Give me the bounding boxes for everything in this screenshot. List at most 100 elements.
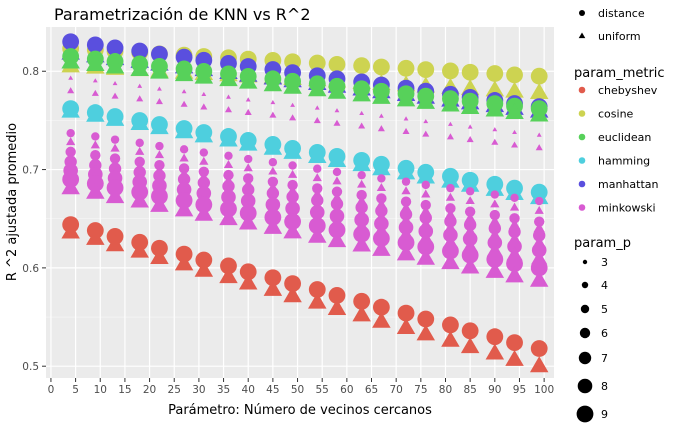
legend-color-key (578, 133, 586, 141)
y-tick-label: 0.6 (22, 263, 39, 275)
data-point (372, 58, 390, 76)
data-point (327, 82, 347, 99)
y-axis-label: R ^2 ajustada promedio (5, 123, 20, 281)
data-point (238, 134, 258, 151)
data-point (244, 108, 252, 115)
data-point (416, 324, 436, 341)
data-point (328, 221, 346, 239)
legend-color-key (578, 86, 586, 94)
data-point (201, 91, 207, 97)
data-point (61, 52, 80, 69)
data-point (244, 154, 253, 164)
data-point (135, 146, 145, 155)
series-minkowski-uniform-p9 (61, 178, 549, 287)
data-point (397, 304, 415, 322)
x-tick-label: 15 (118, 384, 131, 396)
data-point (396, 244, 416, 261)
data-point (529, 82, 549, 99)
data-point (223, 160, 234, 169)
data-point (485, 80, 505, 97)
x-tick-label: 55 (316, 384, 329, 396)
legend-label: 6 (601, 327, 608, 340)
data-point (529, 105, 549, 122)
x-tick-label: 10 (94, 384, 107, 396)
legend-label: cosine (598, 108, 634, 121)
data-point (327, 151, 347, 168)
data-point (534, 205, 544, 214)
data-point (533, 229, 546, 242)
data-point (238, 213, 258, 230)
data-point (110, 143, 120, 152)
data-point (238, 273, 258, 290)
data-point (352, 305, 371, 322)
data-point (219, 70, 238, 87)
data-point (194, 260, 214, 277)
data-point (334, 108, 340, 113)
data-point (106, 39, 124, 57)
data-point (312, 183, 323, 194)
legend-size-key (582, 259, 588, 265)
data-point (287, 179, 298, 191)
data-point (68, 75, 74, 80)
x-tick-label: 40 (242, 384, 255, 396)
data-point (489, 209, 501, 221)
data-point (135, 138, 144, 148)
data-point (460, 175, 480, 192)
data-point (283, 77, 302, 94)
data-point (417, 238, 435, 256)
data-point (530, 259, 548, 277)
y-tick-label: 0.5 (22, 361, 39, 373)
data-point (151, 45, 168, 63)
data-point (62, 33, 80, 51)
legend-label: 7 (601, 352, 608, 365)
legend-label: manhattan (598, 178, 659, 191)
data-point (509, 213, 520, 224)
data-point (402, 127, 410, 134)
data-point (86, 182, 105, 199)
data-point (510, 193, 519, 202)
data-point (419, 211, 432, 225)
data-point (467, 124, 473, 129)
data-point (461, 322, 479, 340)
data-point (441, 95, 460, 112)
data-point (243, 173, 254, 184)
data-point (491, 138, 499, 145)
legend-label: 4 (601, 279, 608, 292)
legend-size-key (580, 304, 590, 314)
legend-label: euclidean (598, 131, 651, 144)
data-point (327, 231, 347, 248)
data-point (460, 337, 480, 354)
x-tick-label: 85 (463, 384, 476, 396)
points-layer (61, 33, 549, 373)
legend-label: minkowski (598, 202, 656, 215)
data-point (157, 86, 162, 91)
x-axis-label: Parámetro: Número de vecinos cercanos (168, 403, 432, 418)
data-point (308, 281, 326, 298)
data-point (92, 78, 98, 83)
x-tick-label: 5 (72, 384, 79, 396)
y-tick-label: 0.7 (22, 165, 39, 177)
x-tick-label: 75 (414, 384, 427, 396)
data-point (289, 114, 297, 121)
data-point (223, 169, 234, 181)
data-point (505, 103, 524, 120)
data-point (446, 133, 454, 140)
series-minkowski-uniform-p4 (67, 87, 543, 151)
data-point (353, 225, 371, 243)
data-point (445, 203, 456, 214)
data-point (421, 180, 430, 190)
data-point (378, 113, 384, 118)
y-tick-label: 0.8 (22, 66, 39, 78)
data-point (372, 87, 391, 104)
color-legend-title: param_metric (574, 66, 665, 81)
series-chebyshev-uniform-p9 (61, 222, 549, 373)
data-point (194, 204, 214, 221)
data-point (283, 286, 302, 303)
x-tick-label: 70 (389, 384, 402, 396)
data-point (288, 161, 297, 170)
data-point (372, 239, 391, 256)
data-point (308, 226, 327, 243)
data-point (441, 253, 460, 270)
data-point (396, 163, 416, 180)
data-point (179, 145, 189, 154)
